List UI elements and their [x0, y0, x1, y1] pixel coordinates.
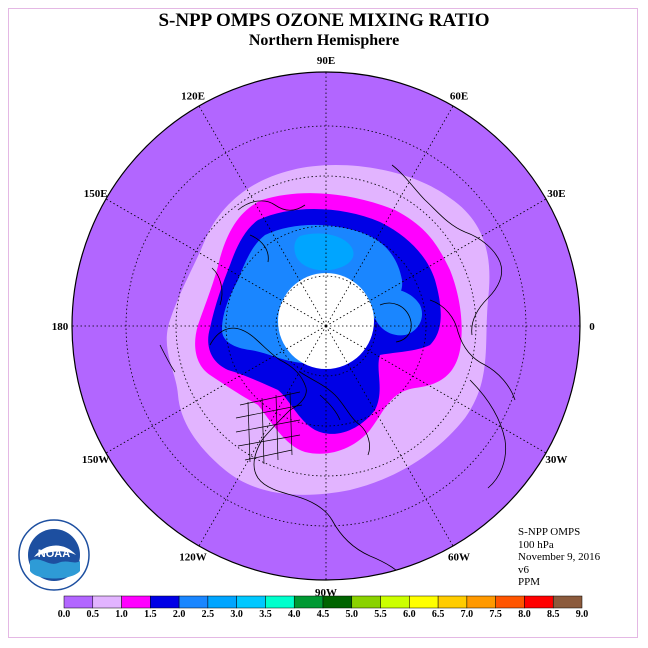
info-date: November 9, 2016 [518, 551, 601, 563]
colorbar-tick-label: 4.5 [316, 609, 330, 620]
colorbar-tick-label: 8.5 [546, 609, 560, 620]
longitude-label: 150E [84, 188, 108, 200]
colorbar-swatch [207, 595, 237, 609]
colorbar-tick-label: 6.5 [431, 609, 445, 620]
longitude-label: 120W [179, 551, 207, 563]
colorbar-swatch [293, 595, 324, 609]
colorbar-tick-label: 7.0 [460, 609, 474, 620]
map-title: S-NPP OMPS OZONE MIXING RATIO [158, 10, 490, 31]
colorbar-swatch [351, 595, 381, 609]
colorbar-labels: 0.0 0.5 1.0 1.5 2.0 2.5 3.0 3.5 4.0 4.5 5.0 5.5 6.0 6… [0, 609, 648, 623]
colorbar-tick-label: 1.0 [115, 609, 128, 620]
colorbar-tick-label: 3.0 [230, 609, 243, 620]
info-instrument: S-NPP OMPS [518, 526, 581, 538]
us-state-grid [235, 391, 303, 465]
noaa-logo: NOAA [18, 519, 90, 591]
colorbar-swatch [495, 595, 525, 609]
colorbar-swatch [437, 595, 468, 609]
colorbar-swatch [466, 595, 496, 609]
colorbar-swatch [409, 595, 439, 609]
colorbar-swatch [265, 595, 295, 609]
colorbar-tick-label: 0.5 [86, 609, 100, 620]
info-level: 100 hPa [518, 538, 554, 551]
colorbar-tick-label: 9.0 [575, 609, 589, 620]
longitude-label: 90E [317, 55, 335, 67]
colorbar-tick-label: 6.0 [403, 609, 416, 620]
colorbar-swatch [178, 595, 209, 609]
colorbar-tick-label: 7.5 [489, 609, 502, 620]
longitude-label: 30E [547, 188, 565, 200]
longitude-label: 120E [181, 91, 205, 103]
colorbar-tick-label: 5.0 [345, 609, 359, 620]
colorbar-tick-label: 4.0 [287, 609, 301, 620]
region-ozone-2.5-3.0 [294, 233, 354, 271]
figure-frame [8, 8, 638, 638]
longitude-label: 150W [82, 454, 110, 466]
colorbar-tick-label: 2.0 [172, 609, 186, 620]
latitude-circle [175, 175, 477, 477]
coastlines [159, 164, 516, 580]
info-block: S-NPP OMPS 100 hPa November 9, 2016 v6 P… [518, 526, 600, 589]
colorbar [63, 595, 583, 609]
region-ozone-2.0-2.5-europe [371, 288, 423, 336]
colorbar-swatch [121, 595, 151, 609]
longitude-label: 30W [545, 454, 567, 466]
colorbar-swatch [322, 595, 353, 609]
colorbar-tick-label: 2.5 [201, 609, 215, 620]
colorbar-swatch [236, 595, 266, 609]
longitude-label: 0 [589, 321, 595, 333]
colorbar-swatch [92, 595, 122, 609]
colorbar-tick-label: 5.5 [374, 609, 387, 620]
colorbar-tick-label: 3.5 [259, 609, 272, 620]
colorbar-swatch [524, 595, 554, 609]
graticule [72, 72, 580, 580]
map-boundary [71, 71, 581, 581]
colorbar-swatch [380, 595, 410, 609]
colorbar-swatch [63, 595, 94, 609]
info-version: v6 [518, 563, 529, 576]
colorbar-tick-label: 0.0 [57, 609, 71, 620]
colorbar-swatch [552, 595, 583, 609]
colorbar-swatch [150, 595, 180, 609]
map-subtitle: Northern Hemisphere [248, 32, 400, 49]
info-unit: PPM [518, 576, 541, 588]
longitude-label: 180 [52, 321, 69, 333]
latitude-circle [275, 275, 377, 377]
longitude-label: 60E [450, 91, 468, 103]
colorbar-tick-label: 8.0 [518, 609, 531, 620]
noaa-logo-text: NOAA [38, 548, 70, 560]
longitude-label: 60W [448, 551, 470, 563]
colorbar-tick-label: 1.5 [144, 609, 157, 620]
